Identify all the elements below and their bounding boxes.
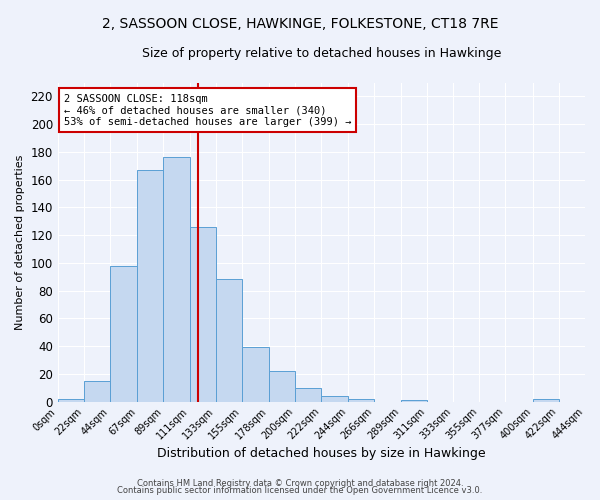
- Bar: [84, 381, 110, 402]
- Bar: [269, 371, 295, 402]
- Bar: [533, 399, 559, 402]
- Text: Contains public sector information licensed under the Open Government Licence v3: Contains public sector information licen…: [118, 486, 482, 495]
- Bar: [242, 348, 269, 402]
- Bar: [347, 399, 374, 402]
- Text: 2, SASSOON CLOSE, HAWKINGE, FOLKESTONE, CT18 7RE: 2, SASSOON CLOSE, HAWKINGE, FOLKESTONE, …: [102, 16, 498, 30]
- Bar: [58, 399, 84, 402]
- Bar: [190, 227, 216, 402]
- Bar: [322, 396, 347, 402]
- Y-axis label: Number of detached properties: Number of detached properties: [15, 154, 25, 330]
- Text: Contains HM Land Registry data © Crown copyright and database right 2024.: Contains HM Land Registry data © Crown c…: [137, 478, 463, 488]
- Title: Size of property relative to detached houses in Hawkinge: Size of property relative to detached ho…: [142, 48, 501, 60]
- Bar: [295, 388, 322, 402]
- Bar: [216, 280, 242, 402]
- Bar: [401, 400, 427, 402]
- X-axis label: Distribution of detached houses by size in Hawkinge: Distribution of detached houses by size …: [157, 447, 486, 460]
- Text: 2 SASSOON CLOSE: 118sqm
← 46% of detached houses are smaller (340)
53% of semi-d: 2 SASSOON CLOSE: 118sqm ← 46% of detache…: [64, 94, 351, 127]
- Bar: [110, 266, 137, 402]
- Bar: [137, 170, 163, 402]
- Bar: [163, 158, 190, 402]
